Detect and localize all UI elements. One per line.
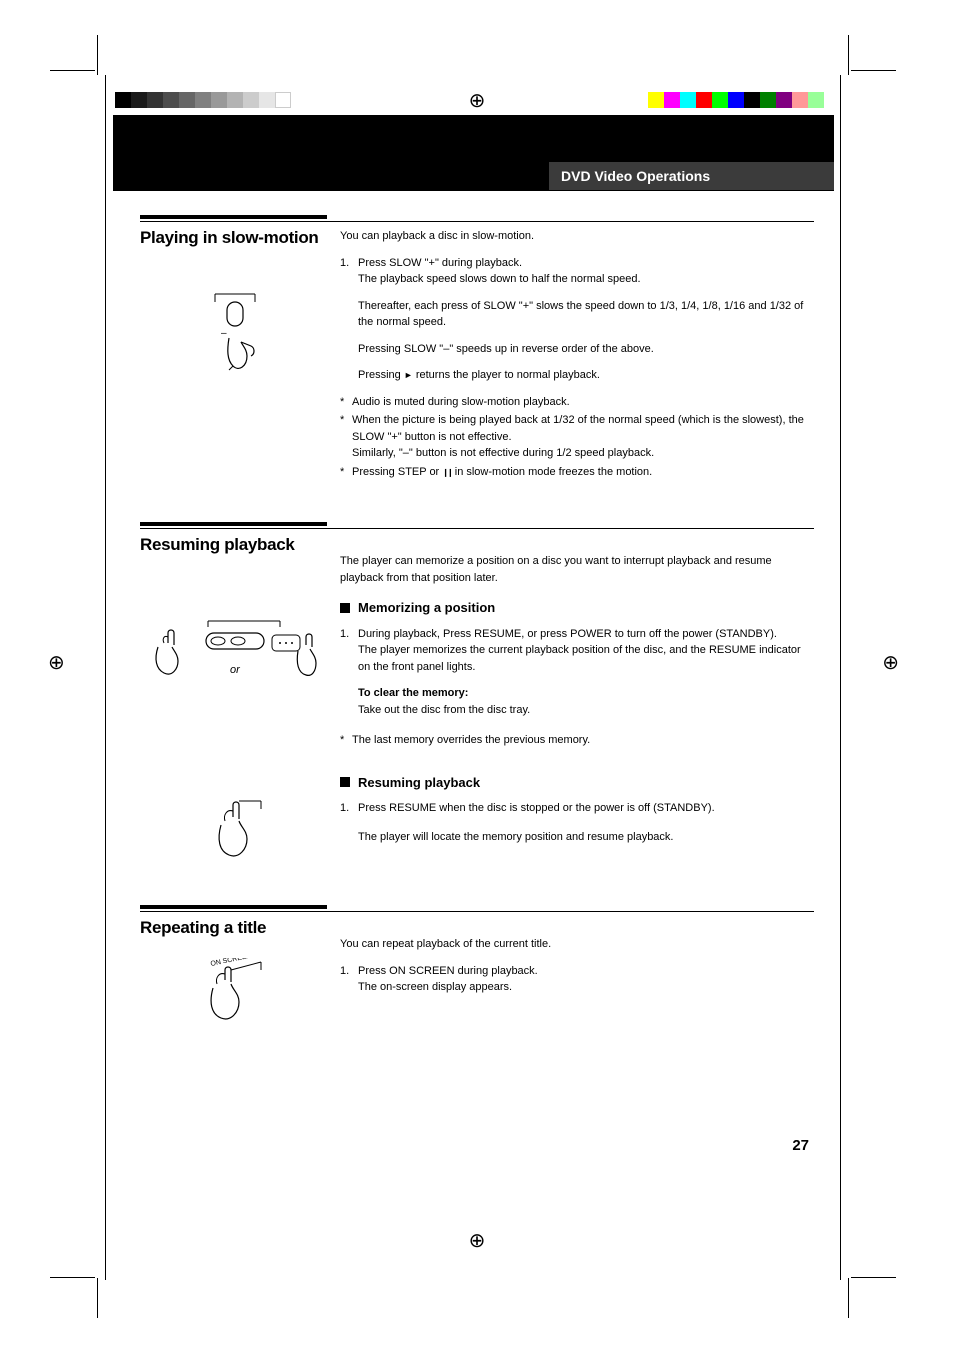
note-text: Pressing STEP or ❙❙ in slow-motion mode … bbox=[352, 464, 814, 481]
body-text: Pressing SLOW "–" speeds up in reverse o… bbox=[340, 341, 814, 358]
asterisk: * bbox=[340, 412, 352, 462]
crop-mark bbox=[848, 35, 849, 75]
step-text: During playback, Press RESUME, or press … bbox=[358, 628, 777, 640]
subheading: Memorizing a position bbox=[340, 598, 814, 618]
step-text: The on-screen display appears. bbox=[358, 981, 512, 993]
body-text: Take out the disc from the disc tray. bbox=[358, 704, 530, 716]
section-title: Repeating a title bbox=[140, 918, 330, 938]
crop-mark bbox=[97, 1278, 98, 1318]
step-text: The player memorizes the current playbac… bbox=[358, 644, 801, 673]
asterisk: * bbox=[340, 394, 352, 411]
section-tab: DVD Video Operations bbox=[549, 162, 834, 190]
resume-hand-illustration bbox=[140, 795, 330, 865]
section-title: Playing in slow-motion bbox=[140, 228, 330, 248]
intro-text: You can repeat playback of the current t… bbox=[340, 936, 814, 953]
asterisk: * bbox=[340, 732, 352, 749]
section-resuming-playback: Resuming playback bbox=[140, 535, 814, 865]
trim-line bbox=[105, 75, 106, 1280]
step-text: Press ON SCREEN during playback. bbox=[358, 965, 538, 977]
print-marks: ⊕ bbox=[0, 92, 954, 112]
slow-button-illustration: – bbox=[140, 288, 330, 378]
section-repeating-title: Repeating a title ON SCREEN You can repe… bbox=[140, 918, 814, 1028]
section-tab-label: DVD Video Operations bbox=[561, 168, 710, 184]
registration-mark: ⊕ bbox=[48, 650, 65, 675]
play-icon: ► bbox=[404, 370, 413, 380]
body-text: The player will locate the memory positi… bbox=[340, 829, 814, 846]
resume-button-illustration: or bbox=[140, 615, 330, 695]
section-slow-motion: Playing in slow-motion – You can playbac… bbox=[140, 228, 814, 482]
step-text: The playback speed slows down to half th… bbox=[358, 273, 641, 285]
section-rule bbox=[140, 905, 327, 909]
page-number: 27 bbox=[792, 1137, 809, 1154]
step-number: 1. bbox=[340, 255, 358, 288]
color-bars bbox=[648, 92, 824, 108]
subheading: Resuming playback bbox=[340, 773, 814, 793]
crop-mark bbox=[848, 1278, 849, 1318]
section-rule bbox=[140, 215, 327, 219]
svg-text:–: – bbox=[221, 328, 227, 339]
intro-text: You can playback a disc in slow-motion. bbox=[340, 228, 814, 245]
crop-mark bbox=[97, 35, 98, 75]
or-label: or bbox=[230, 664, 241, 676]
step-number: 1. bbox=[340, 963, 358, 996]
on-screen-button-illustration: ON SCREEN bbox=[140, 958, 330, 1028]
section-rule bbox=[140, 911, 814, 912]
step-number: 1. bbox=[340, 800, 358, 817]
crop-mark bbox=[851, 1277, 896, 1278]
asterisk: * bbox=[340, 464, 352, 481]
step-number: 1. bbox=[340, 626, 358, 676]
note-text: When the picture is being played back at… bbox=[352, 412, 814, 462]
body-text: Thereafter, each press of SLOW "+" slows… bbox=[340, 298, 814, 331]
registration-mark: ⊕ bbox=[882, 650, 899, 675]
section-title: Resuming playback bbox=[140, 535, 330, 555]
body-text: Pressing ► returns the player to normal … bbox=[340, 367, 814, 384]
step-text: Press SLOW "+" during playback. bbox=[358, 257, 522, 269]
registration-mark: ⊕ bbox=[469, 1228, 486, 1253]
note-text: The last memory overrides the previous m… bbox=[352, 732, 814, 749]
grayscale-bars bbox=[115, 92, 291, 108]
step-text: Press RESUME when the disc is stopped or… bbox=[358, 802, 715, 814]
pause-icon: ❙❙ bbox=[442, 468, 451, 477]
section-rule bbox=[140, 221, 814, 222]
note-text: Audio is muted during slow-motion playba… bbox=[352, 394, 814, 411]
sub-label: To clear the memory: bbox=[358, 687, 468, 699]
crop-mark bbox=[50, 70, 95, 71]
crop-mark bbox=[851, 70, 896, 71]
page-content: Playing in slow-motion – You can playbac… bbox=[140, 215, 814, 1028]
crop-mark bbox=[50, 1277, 95, 1278]
trim-line bbox=[840, 75, 841, 1280]
section-rule bbox=[140, 522, 327, 526]
registration-mark: ⊕ bbox=[469, 88, 486, 113]
intro-text: The player can memorize a position on a … bbox=[340, 553, 814, 586]
section-rule bbox=[140, 528, 814, 529]
